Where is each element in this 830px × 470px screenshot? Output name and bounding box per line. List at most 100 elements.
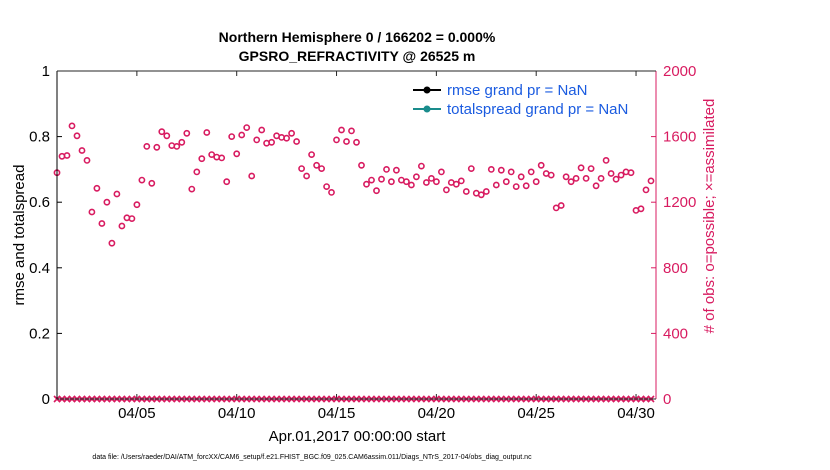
x-tick-label: 04/30 [617,405,655,422]
obs-possible-point [283,134,290,142]
obs-possible-point [358,161,365,169]
obs-possible-point [492,181,500,189]
obs-possible-point [73,132,81,140]
x-tick-label: 04/25 [517,405,555,422]
obs-possible-point [642,186,650,194]
obs-possible-point [223,178,231,186]
obs-possible-point [63,152,71,159]
y-tick-label-right: 0 [663,391,671,408]
obs-possible-point [402,178,410,186]
obs-possible-point [303,172,310,180]
obs-possible-point [532,178,540,186]
obs-possible-point [373,187,380,195]
obs-possible-point [392,166,400,174]
obs-possible-point [517,173,525,181]
plot-area [57,71,656,399]
obs-possible-point [178,138,186,146]
obs-possible-point [582,174,590,182]
obs-possible-point [238,131,246,139]
obs-possible-point [422,179,430,186]
obs-possible-point [128,215,136,222]
y-tick-label-right: 800 [663,260,688,277]
obs-possible-point [228,133,236,140]
obs-possible-point [308,151,315,158]
chart-subtitle: GPSRO_REFRACTIVITY @ 26525 m [239,48,476,64]
obs-possible-point [158,128,166,136]
obs-possible-point [328,188,335,196]
obs-possible-point [577,164,585,172]
y-tick-label-left: 0.8 [29,129,50,146]
obs-possible-point [323,183,330,190]
obs-possible-point [547,171,555,179]
obs-possible-point [233,150,241,158]
legend-marker-totalspread [423,105,431,113]
obs-possible-point [627,169,635,177]
obs-possible-point [78,147,86,154]
chart-title: Northern Hemisphere 0 / 166202 = 0.000% [219,29,496,45]
obs-possible-point [417,162,425,170]
obs-possible-point [173,142,181,150]
obs-possible-point [567,178,575,186]
x-axis-label: Apr.01,2017 00:00:00 start [269,428,447,445]
obs-possible-point [113,190,121,198]
y-tick-label-left: 0.4 [29,260,50,277]
obs-possible-point [487,165,495,173]
obs-possible-point [88,208,96,216]
x-tick-label: 04/15 [318,405,356,422]
obs-possible-point [607,170,615,177]
obs-possible-point [248,172,256,180]
obs-possible-point [437,168,445,176]
obs-possible-point [368,176,375,184]
obs-possible-point [363,180,370,188]
obs-possible-point [502,178,510,186]
obs-possible-point [412,173,420,181]
obs-possible-point [253,136,261,144]
obs-possible-point [313,161,320,169]
obs-possible-point [427,174,435,182]
obs-possible-point [118,222,126,230]
obs-possible-point [348,127,355,135]
obs-possible-point [138,176,146,184]
y-tick-label-left: 0 [42,391,50,408]
obs-possible-point [378,175,385,183]
obs-possible-point [143,142,151,150]
obs-possible-point [452,180,460,188]
obs-possible-point [353,138,360,146]
x-tick-label: 04/05 [118,405,156,422]
x-tick-label: 04/20 [418,405,456,422]
obs-possible-point [527,168,535,176]
footer-data-file: data file: /Users/raeder/DAI/ATM_forcXX/… [92,454,532,461]
obs-possible-point [68,122,76,130]
obs-possible-point [218,154,226,162]
x-tick-labels: 04/05 04/10 04/15 04/20 04/25 04/30 [118,405,655,422]
obs-possible-point [98,220,106,227]
obs-possible-point [148,179,156,187]
obs-possible-point [298,165,305,172]
obs-possible-point [338,126,345,134]
obs-possible-point [617,171,625,179]
obs-possible-point [477,191,485,199]
x-tick-label: 04/10 [218,405,256,422]
obs-possible-point [103,198,111,206]
obs-possible-point [442,186,450,194]
y-tick-label-right: 1200 [663,194,696,211]
obs-possible-point [193,168,201,176]
y-tick-label-left: 0.2 [29,325,50,342]
obs-possible-point [268,138,275,146]
y-tick-label-left: 0.6 [29,194,50,211]
y-axis-label-right: # of obs: o=possible; ×=assimilated [701,99,718,334]
obs-possible-point [647,177,655,185]
legend-label-totalspread: totalspread grand pr = NaN [447,101,628,118]
obs-possible-point [587,165,595,172]
y-tick-labels-left: 0 0.2 0.4 0.6 0.8 1 [29,63,50,408]
obs-possible-point [108,239,116,247]
obs-possible-point [183,129,191,137]
obs-possible-point [208,151,216,158]
obs-possible-point [293,138,300,145]
obs-possible-point [383,165,390,173]
obs-possible-point [153,143,161,151]
obs-possible-point [592,182,600,190]
obs-possible-point [512,183,520,190]
obs-possible-point [243,124,251,131]
